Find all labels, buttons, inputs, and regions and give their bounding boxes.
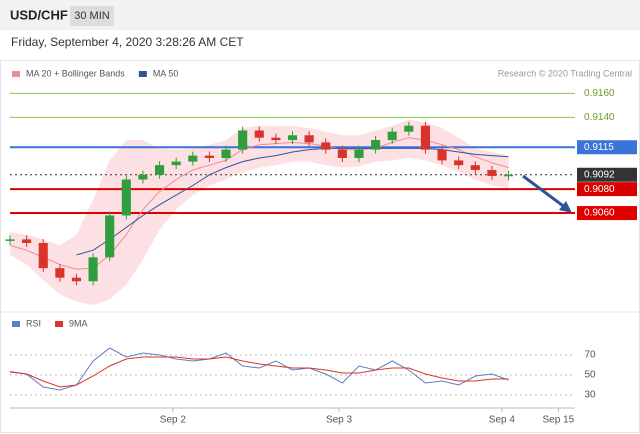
level-label-box xyxy=(577,167,637,182)
bollinger-band xyxy=(10,119,509,306)
candle xyxy=(304,135,314,143)
candle xyxy=(487,169,497,176)
candle xyxy=(22,239,32,243)
candle xyxy=(138,174,148,180)
candle xyxy=(371,140,381,150)
candle xyxy=(321,142,331,150)
forecast-arrow xyxy=(522,174,567,210)
candle xyxy=(254,130,264,138)
ma-line xyxy=(76,147,509,256)
y-tick-label: 30 xyxy=(584,390,596,401)
interval-box xyxy=(70,6,114,26)
candle xyxy=(38,242,48,269)
x-tick-label: Sep 2 xyxy=(160,415,187,426)
candle xyxy=(238,130,248,150)
price-panel: 0.9160 0.9140 0.9115 0.9092 0.9080 0.9060 MA 2… xyxy=(5,68,637,306)
legend-label: 9MA xyxy=(69,318,88,328)
level-label: 0.9160 xyxy=(584,88,615,99)
legend-swatch xyxy=(55,321,64,327)
level-label-box xyxy=(577,182,637,197)
legend-label: MA 20 + Bollinger Bands xyxy=(26,68,125,78)
candle xyxy=(88,257,98,282)
candle xyxy=(454,160,464,166)
x-tick-label: Sep 15 xyxy=(543,415,575,426)
candle xyxy=(387,131,397,141)
candle xyxy=(221,149,231,159)
x-tick-label: Sep 4 xyxy=(489,415,516,426)
candle xyxy=(171,161,181,166)
x-tick-label: Sep 3 xyxy=(326,415,353,426)
level-label: 0.9115 xyxy=(584,142,614,153)
candle xyxy=(55,268,65,278)
level-label: 0.9080 xyxy=(584,184,615,195)
y-tick-label: 50 xyxy=(584,370,596,381)
timestamp: Friday, September 4, 2020 3:28:26 AM CET xyxy=(11,35,244,49)
candle xyxy=(5,239,15,241)
credit: Research © 2020 Trading Central xyxy=(498,68,632,78)
symbol: USD/CHF xyxy=(10,7,68,22)
level-label-box xyxy=(577,206,637,221)
level-label: 0.9140 xyxy=(584,112,615,123)
candle xyxy=(420,125,431,150)
candle xyxy=(204,155,214,159)
candle xyxy=(71,277,82,282)
rsi-panel: 30 50 70 Sep 2 Sep 3 Sep 4 Sep 15 RSI 9MA xyxy=(9,318,596,426)
legend-label: RSI xyxy=(26,318,41,328)
candle xyxy=(287,135,298,141)
candle xyxy=(503,174,514,177)
legend-swatch xyxy=(138,71,147,77)
candle xyxy=(271,137,281,141)
rsi-line xyxy=(9,347,509,391)
candle xyxy=(437,149,447,161)
candle xyxy=(188,155,198,162)
candle xyxy=(470,165,480,170)
level-label-box xyxy=(577,140,637,155)
forecast-arrow-head xyxy=(559,201,572,213)
legend-swatch xyxy=(12,71,20,77)
legend-swatch xyxy=(12,321,20,327)
rsi-line xyxy=(9,356,509,388)
candle xyxy=(354,149,364,159)
level-label: 0.9092 xyxy=(584,169,615,180)
candle xyxy=(105,215,115,258)
candle xyxy=(337,149,347,159)
legend-label: MA 50 xyxy=(153,68,179,78)
interval: 30 MIN xyxy=(74,10,110,22)
level-label: 0.9060 xyxy=(584,208,615,219)
candle xyxy=(404,125,414,132)
candle xyxy=(154,165,165,175)
y-tick-label: 70 xyxy=(584,350,596,361)
candle xyxy=(121,179,131,216)
